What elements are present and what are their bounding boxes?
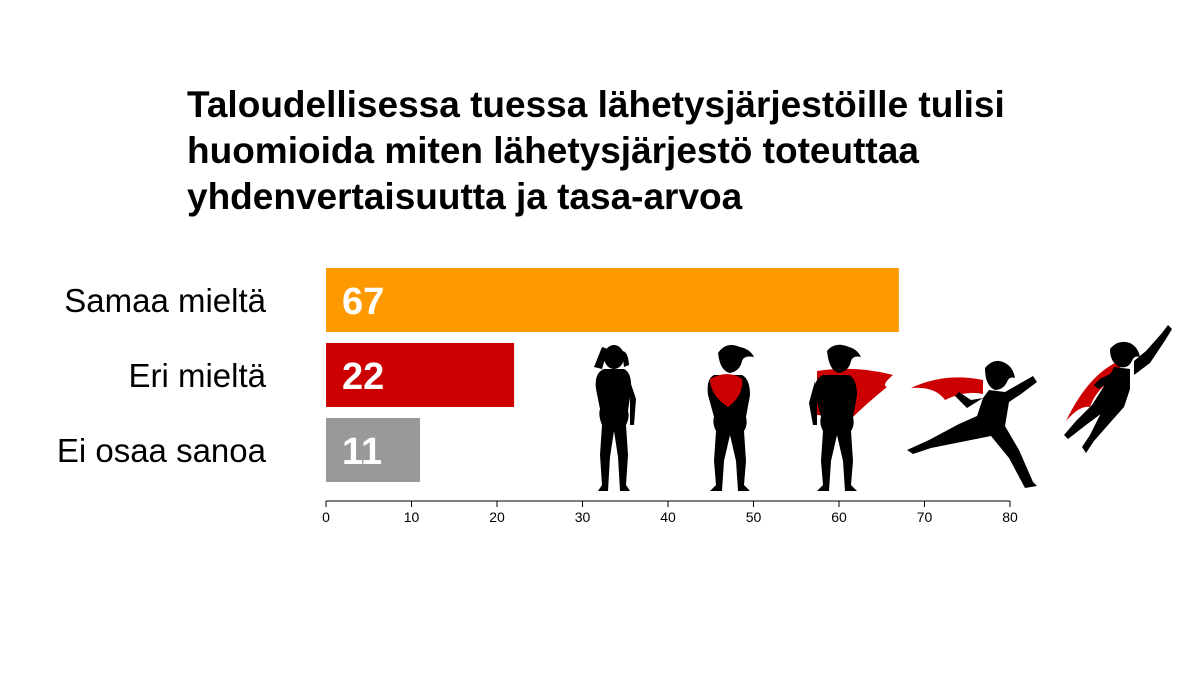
- heroine-shield-icon: [707, 345, 754, 491]
- x-tick-label: 60: [831, 509, 847, 525]
- category-label: Eri mieltä: [128, 357, 266, 394]
- silhouettes-decoration: [594, 325, 1172, 491]
- chart-title: Taloudellisessa tuessa lähetysjärjestöil…: [187, 82, 1087, 220]
- x-tick-label: 40: [660, 509, 676, 525]
- x-tick-label: 0: [322, 509, 330, 525]
- bar-1: [326, 268, 899, 332]
- value-label: 22: [342, 356, 384, 398]
- bars-layer: Samaa mieltä 67 Eri mieltä 22 Ei osaa sanoa 1…: [57, 268, 899, 482]
- chart-title-line: Taloudellisessa tuessa lähetysjärjestöil…: [187, 84, 1005, 125]
- x-tick-label: 30: [575, 509, 591, 525]
- category-label: Samaa mieltä: [64, 282, 266, 319]
- heroine-cape-standing-icon: [809, 344, 893, 491]
- category-label: Ei osaa sanoa: [57, 432, 267, 469]
- value-label: 67: [342, 281, 384, 323]
- value-label: 11: [342, 431, 382, 473]
- heroine-running-icon: [907, 360, 1037, 488]
- chart-title-line: yhdenvertaisuutta ja tasa-arvoa: [187, 176, 743, 217]
- heroine-flying-icon: [1064, 325, 1172, 453]
- x-tick-label: 50: [746, 509, 762, 525]
- chart-title-line: huomioida miten lähetysjärjestö toteutta…: [187, 130, 919, 171]
- bar-2: [326, 343, 515, 407]
- x-tick-label: 20: [489, 509, 505, 525]
- x-tick-label: 70: [917, 509, 933, 525]
- x-tick-label: 80: [1002, 509, 1018, 525]
- x-tick-label: 10: [404, 509, 420, 525]
- x-axis: 0 10 20 30 40 50 60 70 80: [322, 500, 1018, 525]
- bar-3: [326, 418, 421, 482]
- woman-silhouette-icon: [594, 345, 636, 491]
